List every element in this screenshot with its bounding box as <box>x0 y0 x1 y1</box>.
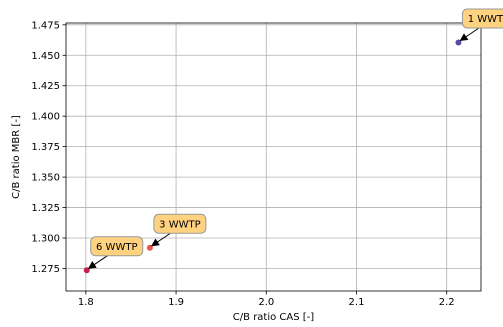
y-tick-label: 1.400 <box>31 112 60 123</box>
annotation-arrow <box>459 26 481 42</box>
ticks: 1.8 1.9 2.0 2.1 2.2 1.275 1.300 1.325 1.350 1.375… <box>31 20 454 308</box>
annotation-box <box>461 8 503 29</box>
y-tick-label: 1.300 <box>31 234 60 245</box>
annotations: 1 WWTP 3 WWTP 6 WWTP <box>87 8 503 269</box>
x-axis-title: C/B ratio CAS [-] <box>233 312 314 323</box>
x-tick-label: 1.9 <box>168 297 184 308</box>
annotation-box <box>90 236 144 257</box>
x-tick-label: 2.1 <box>349 297 365 308</box>
grid <box>66 23 481 291</box>
y-tick-label: 1.275 <box>31 264 60 275</box>
x-tick-label: 2.0 <box>258 297 274 308</box>
annotation-label: 1 WWTP <box>468 14 503 25</box>
y-axis-title: C/B ratio MBR [-] <box>11 115 22 199</box>
x-tick-label: 2.2 <box>439 297 455 308</box>
annotation-box <box>153 213 207 234</box>
annotation-label: 3 WWTP <box>159 219 200 230</box>
x-tick-label: 1.8 <box>78 297 94 308</box>
annotation-label: 6 WWTP <box>96 242 137 253</box>
axes <box>65 22 482 292</box>
y-tick-label: 1.425 <box>31 81 60 92</box>
y-tick-label: 1.450 <box>31 51 60 62</box>
annotation-arrow <box>87 254 110 269</box>
plot-frame <box>65 22 482 292</box>
y-tick-label: 1.375 <box>31 142 60 153</box>
y-tick-label: 1.325 <box>31 203 60 214</box>
annotation-arrow <box>151 231 173 247</box>
y-tick-label: 1.475 <box>31 20 60 31</box>
y-tick-label: 1.350 <box>31 173 60 184</box>
